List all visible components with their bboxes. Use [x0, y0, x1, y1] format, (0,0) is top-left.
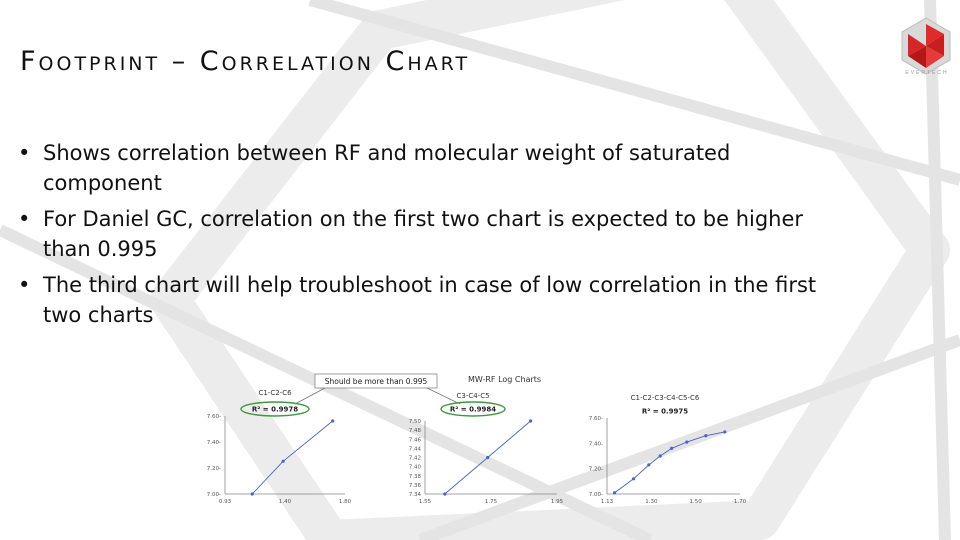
bg-line [308, 0, 960, 186]
data-point [632, 477, 636, 481]
x-tick-label: 0.93 [219, 499, 232, 505]
y-tick-label: 7.60- [207, 414, 221, 420]
y-tick-label: 7.40- [207, 440, 221, 446]
y-tick-label: 7.20- [589, 467, 603, 473]
x-tick-label: 1.70 [734, 499, 747, 505]
data-point [685, 440, 689, 444]
bg-line [924, 0, 951, 540]
data-point [723, 430, 727, 434]
y-tick-label: 7.50 [409, 419, 422, 425]
y-tick-label: 7.00- [589, 492, 603, 498]
data-point [486, 455, 490, 460]
data-point [704, 434, 708, 438]
figure-heading: MW-RF Log Charts [468, 375, 541, 384]
bg-hexagon-shape [150, 0, 950, 540]
chart-title: C3-C4-C5 [456, 392, 489, 400]
x-tick-label: 1.13 [601, 499, 614, 505]
data-point [658, 454, 662, 458]
bullet-icon: • [18, 273, 31, 297]
callout-text: Should be more than 0.995 [325, 377, 428, 386]
callout-arrow [294, 387, 326, 405]
x-tick-label: 1.75 [485, 499, 498, 505]
y-tick-label: 7.00- [207, 492, 221, 498]
x-tick-label: 1.50 [690, 499, 703, 505]
r-squared-label: R² = 0.9975 [642, 408, 688, 416]
y-tick-label: 7.38 [409, 474, 422, 480]
y-tick-label: 7.40- [589, 441, 603, 447]
data-point [647, 463, 651, 467]
data-point [250, 492, 254, 496]
bullet-text: For Daniel GC, correlation on the first … [43, 207, 804, 261]
x-tick-label: 1.95 [551, 499, 564, 505]
data-point [670, 446, 674, 450]
logo-wordmark: EVERTECH [905, 70, 949, 76]
x-tick-label: 1.40 [279, 499, 292, 505]
r-squared-label: R² = 0.9978 [252, 406, 298, 414]
callout-box [314, 373, 438, 389]
slide-title: Footprint – Correlation Chart [20, 46, 471, 77]
x-tick-label: 1.55 [419, 499, 432, 505]
bullet-item: • Shows correlation between RF and molecu… [18, 138, 838, 198]
bullet-icon: • [18, 141, 31, 165]
series-line [251, 420, 333, 495]
data-point [281, 459, 285, 463]
data-point [331, 419, 335, 423]
bullet-item: • The third chart will help troubleshoot … [18, 270, 838, 330]
y-tick-label: 7.46 [409, 437, 422, 443]
bg-line [417, 334, 960, 540]
y-tick-label: 7.44 [409, 446, 422, 452]
chart-group: C1-C2-C6 R² = 0.9978 0.93 1.40 1.80 7.00- 7.20… [207, 389, 747, 505]
callout-arrow [426, 387, 461, 405]
r-squared-label: R² = 0.9984 [450, 406, 496, 414]
y-tick-label: 7.40 [409, 465, 422, 471]
y-tick-label: 7.42 [409, 456, 421, 462]
series-line [614, 431, 725, 494]
y-tick-label: 7.36 [409, 483, 422, 489]
company-logo-icon [901, 17, 951, 75]
data-point [443, 492, 447, 496]
correlation-figure: MW-RF Log Charts Should be more than 0.9… [207, 373, 747, 505]
bullet-text: Shows correlation between RF and molecul… [43, 141, 731, 195]
y-tick-label: 7.34 [409, 492, 422, 498]
y-tick-label: 7.20- [207, 466, 221, 472]
r-squared-highlight [240, 401, 310, 417]
chart-title: C1-C2-C3-C4-C5-C6 [631, 394, 700, 402]
y-tick-label: 7.48 [409, 428, 422, 434]
data-point [529, 419, 533, 423]
bullet-list: • Shows correlation between RF and molecu… [18, 138, 838, 336]
x-tick-label: 1.30 [645, 499, 658, 505]
bullet-item: • For Daniel GC, correlation on the first… [18, 204, 838, 264]
x-tick-label: 1.80 [339, 499, 352, 505]
y-tick-label: 7.60- [589, 416, 603, 422]
r-squared-highlight [440, 401, 506, 417]
chart-title: C1-C2-C6 [258, 389, 292, 397]
data-point [613, 491, 617, 495]
bullet-icon: • [18, 207, 31, 231]
bullet-text: The third chart will help troubleshoot i… [43, 273, 817, 327]
